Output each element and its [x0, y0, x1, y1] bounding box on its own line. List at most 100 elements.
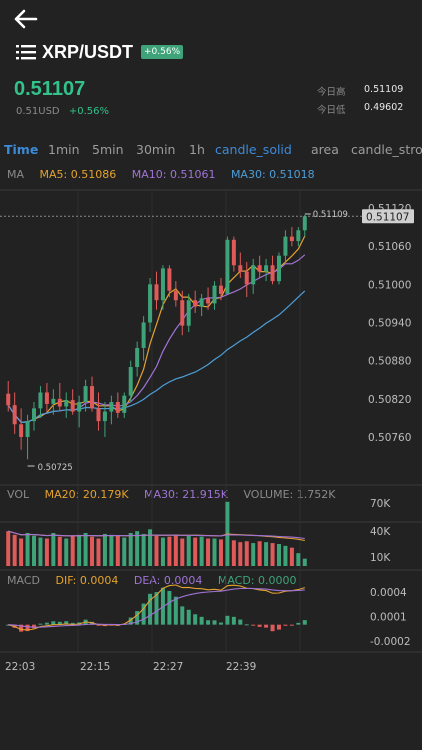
price-change: +0.56% — [68, 106, 109, 117]
last-price-tag — [362, 209, 414, 224]
tab-30min[interactable]: 30min — [136, 142, 176, 157]
macd-bar — [180, 606, 185, 625]
macd-legend: MACD DIF: 0.0004 DEA: 0.0004 MACD: 0.000… — [7, 574, 297, 587]
list-icon[interactable] — [16, 43, 36, 61]
volume-bar — [167, 536, 172, 566]
tab-1h[interactable]: 1h — [189, 142, 205, 157]
volume-axis-label: 70K — [370, 498, 391, 510]
volume-bar — [135, 531, 140, 566]
vol-legend: VOL MA20: 20.179K MA30: 21.915K VOLUME: … — [7, 488, 335, 501]
candle-body — [173, 290, 178, 301]
volume-bar — [276, 544, 281, 566]
volume-axis-label: 40K — [370, 526, 391, 538]
macd-bar — [193, 614, 198, 625]
candle-body — [218, 285, 223, 294]
macd-bar — [167, 590, 172, 625]
vol-ma30: MA30: 21.915K — [144, 488, 228, 501]
candle-body — [212, 285, 217, 304]
ma30-line — [7, 290, 306, 423]
candle-body — [77, 402, 82, 412]
min-price-label: 0.50725 — [38, 463, 73, 473]
low-value: 0.49602 — [364, 102, 404, 113]
candle-body — [238, 265, 243, 272]
low-label: 今日低 — [317, 105, 346, 116]
macd-value: MACD: 0.0000 — [217, 574, 297, 587]
time-axis-label: 22:27 — [153, 661, 183, 673]
volume-bar — [109, 534, 114, 566]
candle-body — [186, 300, 191, 326]
candle-body — [83, 386, 88, 403]
candle-body — [128, 367, 133, 396]
volume-bar — [70, 535, 75, 566]
volume-bar — [102, 533, 107, 566]
vol-ma30-line — [8, 530, 305, 540]
volume-bar — [122, 537, 127, 566]
volume-bar — [212, 538, 217, 566]
volume-bar — [12, 534, 17, 566]
macd-bar — [135, 611, 140, 625]
volume-bar — [206, 538, 211, 566]
macd-bar — [64, 621, 69, 625]
tab-candle-solid[interactable]: candle_solid — [215, 142, 292, 157]
tab-time[interactable]: Time — [4, 142, 39, 157]
macd-bar — [206, 620, 211, 625]
candle-body — [296, 230, 301, 242]
volume-bar — [257, 541, 262, 566]
macd-bar — [302, 620, 307, 625]
macd-bar — [19, 624, 24, 632]
candle-body — [270, 265, 275, 282]
macd-bar — [244, 624, 249, 626]
interval-tabs: Time 1min 5min 30min 1h candle_solid are… — [0, 142, 422, 160]
candle-body — [115, 402, 120, 413]
candle-body — [302, 216, 307, 231]
max-price-label: 0.51109 — [313, 210, 348, 220]
macd-dea-line — [8, 587, 305, 628]
volume-bar — [244, 541, 249, 566]
pair-name: XRP/USDT — [42, 41, 134, 62]
macd-bar — [218, 622, 223, 625]
candle-body — [19, 424, 24, 437]
change-badge: +0.56% — [141, 45, 184, 59]
volume-bar — [64, 538, 69, 566]
macd-bar — [70, 622, 75, 625]
pair-header[interactable]: XRP/USDT +0.56% — [16, 40, 184, 64]
candle-body — [96, 408, 101, 422]
candles — [6, 213, 311, 467]
macd-axis-label: 0.0001 — [370, 612, 407, 624]
volume-bar — [270, 543, 275, 566]
ma30-value: MA30: 0.51018 — [230, 168, 315, 181]
macd-bar — [186, 609, 191, 625]
candle-body — [167, 268, 172, 291]
candle-body — [160, 268, 165, 301]
tab-candle-stroke[interactable]: candle_stroke — [351, 142, 422, 157]
volume-bar — [32, 535, 37, 566]
candle-body — [193, 300, 198, 307]
macd-bar — [199, 616, 204, 625]
volume-bar — [218, 539, 223, 566]
volume-bar — [96, 538, 101, 566]
macd-bar — [251, 624, 256, 626]
tab-5min[interactable]: 5min — [92, 142, 124, 157]
vol-current: VOLUME: 1.752K — [243, 488, 336, 501]
volume-bar — [231, 540, 236, 566]
tab-1min[interactable]: 1min — [48, 142, 80, 157]
candle-body — [70, 400, 75, 412]
macd-bar — [57, 621, 62, 625]
ma-lines — [7, 235, 306, 423]
volume-bar — [193, 537, 198, 566]
candle-body — [141, 322, 146, 348]
vol-label: VOL — [7, 488, 30, 501]
tab-area[interactable]: area — [311, 142, 339, 157]
volume-bar — [77, 534, 82, 566]
price-axis-label: 0.50760 — [368, 432, 411, 444]
arrow-left-icon[interactable] — [10, 6, 40, 32]
time-axis-label: 22:03 — [5, 661, 35, 673]
candle-body — [180, 300, 185, 326]
candle-body — [25, 421, 30, 437]
volume-bar — [25, 533, 30, 566]
high-value: 0.51109 — [364, 84, 404, 95]
candle-body — [276, 255, 281, 282]
ma5-value: MA5: 0.51086 — [39, 168, 117, 181]
volume-bar — [264, 542, 269, 566]
